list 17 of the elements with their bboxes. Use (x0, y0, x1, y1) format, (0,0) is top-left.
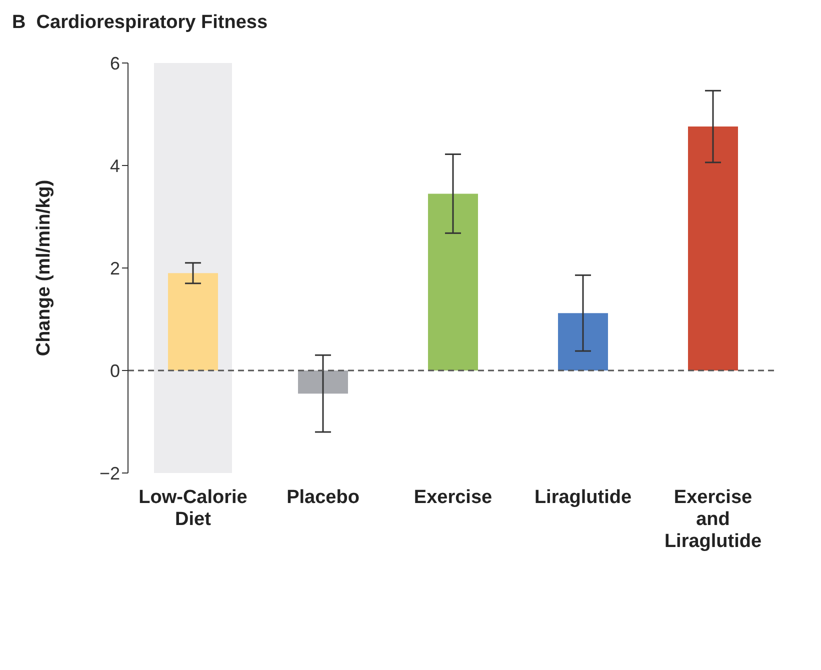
bar (688, 126, 738, 370)
y-tick-label: 4 (110, 156, 120, 176)
x-tick-label: Exercise (414, 487, 492, 508)
y-tick-label: −2 (99, 463, 120, 484)
chart-title: B Cardiorespiratory Fitness (12, 12, 268, 34)
y-tick-label: 0 (110, 360, 120, 381)
bar (298, 370, 348, 394)
bar (428, 194, 478, 370)
x-tick-label: Low-Calorie Diet (138, 487, 248, 530)
x-tick-label: Exercise and Liraglutide (664, 487, 762, 552)
bar (168, 273, 218, 370)
y-tick-label: 6 (110, 53, 120, 74)
x-tick-label: Liraglutide (534, 487, 632, 508)
bar (558, 313, 608, 370)
y-axis-title: Change (ml/min/kg) (34, 180, 55, 356)
x-tick-label: Placebo (286, 487, 360, 508)
y-tick-label: 2 (110, 258, 120, 278)
